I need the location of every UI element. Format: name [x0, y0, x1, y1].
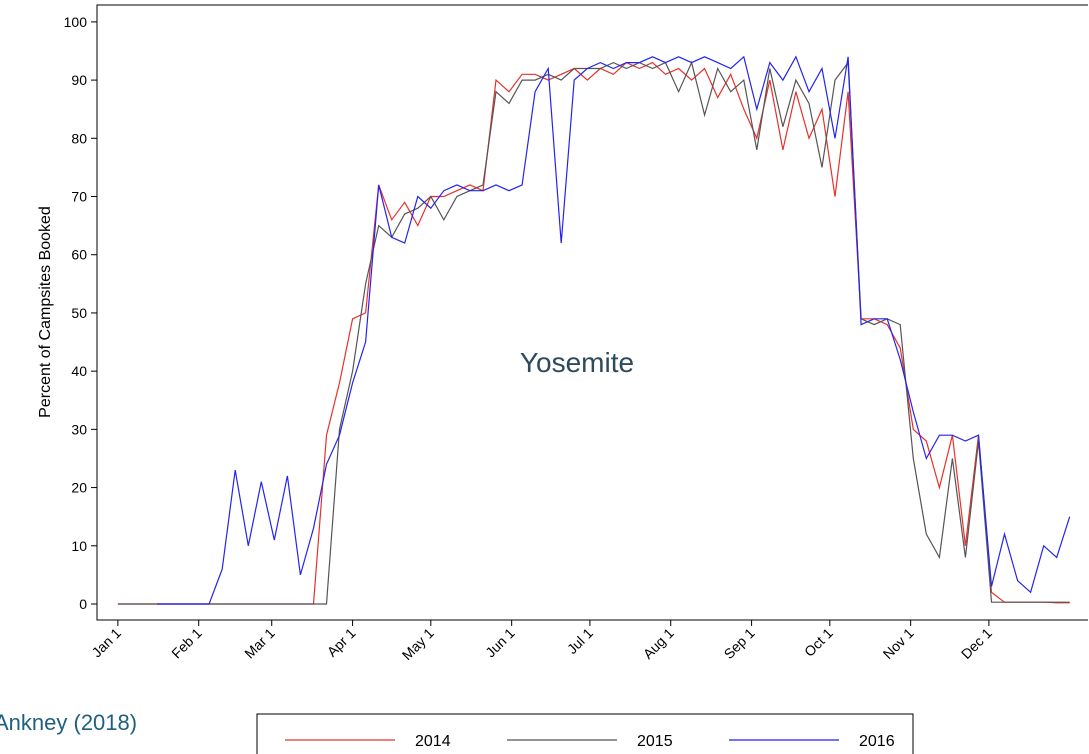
- y-tick-label: 50: [71, 305, 87, 321]
- y-axis-label: Percent of Campsites Booked: [37, 206, 54, 418]
- x-tick-label: Jan 1: [88, 625, 124, 661]
- x-tick-label: Apr 1: [324, 625, 359, 660]
- x-tick-label: Mar 1: [241, 625, 278, 662]
- legend-label: 2015: [637, 733, 673, 750]
- y-tick-label: 80: [71, 130, 87, 146]
- x-tick-label: Feb 1: [168, 625, 205, 662]
- x-tick-label: Dec 1: [958, 625, 995, 662]
- series-line: [117, 60, 1070, 605]
- citation: Ankney (2018): [0, 710, 137, 735]
- x-tick-label: Nov 1: [880, 625, 917, 662]
- x-tick-label: May 1: [399, 625, 437, 663]
- y-tick-label: 20: [71, 480, 87, 496]
- x-tick-label: Jun 1: [482, 625, 518, 661]
- y-tick-label: 70: [71, 189, 87, 205]
- y-tick-label: 100: [64, 14, 88, 30]
- series-line: [117, 61, 1070, 605]
- y-tick-label: 60: [71, 247, 87, 263]
- x-tick-label: Jul 1: [564, 625, 596, 657]
- x-tick-label: Oct 1: [801, 625, 836, 660]
- legend-label: 2016: [859, 733, 895, 750]
- y-tick-label: 30: [71, 421, 87, 437]
- y-tick-label: 10: [71, 538, 87, 554]
- y-tick-label: 0: [79, 596, 87, 612]
- legend-box: [256, 713, 914, 754]
- y-tick-label: 40: [71, 363, 87, 379]
- series-line: [157, 55, 1071, 605]
- x-tick-label: Sep 1: [721, 625, 758, 662]
- y-tick-label: 90: [71, 72, 87, 88]
- legend-label: 2014: [415, 733, 451, 750]
- annotation: Yosemite: [520, 347, 634, 378]
- x-tick-label: Aug 1: [640, 625, 677, 662]
